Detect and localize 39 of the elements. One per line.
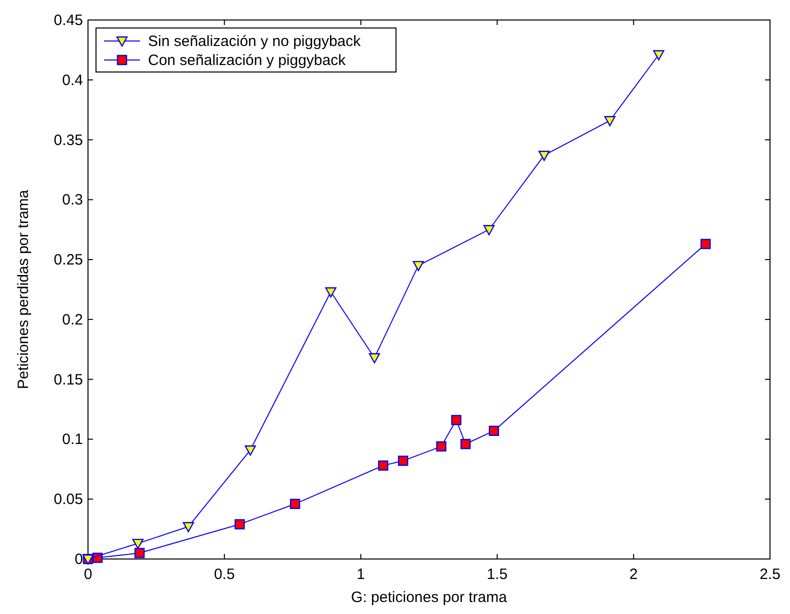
x-tick-label: 0.5 xyxy=(214,566,235,583)
point xyxy=(488,426,500,436)
point xyxy=(700,238,711,250)
point xyxy=(290,498,300,509)
point xyxy=(378,460,388,471)
x-tick-label: 2 xyxy=(629,566,638,583)
point xyxy=(604,116,616,126)
legend-label: Con señalización y piggyback xyxy=(148,52,346,69)
y-tick-label: 0.35 xyxy=(54,132,83,149)
point xyxy=(134,548,145,558)
point xyxy=(460,438,471,450)
x-axis-title: G: peticiones por trama xyxy=(351,589,508,606)
y-tick-label: 0 xyxy=(74,551,83,568)
y-tick-label: 0.2 xyxy=(62,311,83,328)
point xyxy=(398,456,408,466)
point xyxy=(234,519,245,530)
point xyxy=(436,441,446,452)
y-tick-label: 0.05 xyxy=(54,491,83,508)
y-tick-label: 0.4 xyxy=(62,72,83,89)
point xyxy=(653,50,664,60)
point xyxy=(538,150,550,161)
y-tick-label: 0.15 xyxy=(54,371,83,388)
point xyxy=(325,287,336,298)
x-tick-label: 1.5 xyxy=(486,566,508,583)
point xyxy=(412,260,424,272)
point xyxy=(451,414,462,426)
y-axis-title: Peticiones perdidas por trama xyxy=(15,189,32,390)
point xyxy=(182,522,194,532)
x-tick-label: 1 xyxy=(356,566,365,583)
y-tick-label: 0.3 xyxy=(62,192,83,209)
y-tick-label: 0.25 xyxy=(54,252,83,269)
legend-label: Sin señalización y no piggyback xyxy=(148,33,362,50)
point xyxy=(483,225,495,236)
point xyxy=(244,445,256,456)
x-tick-label: 2.5 xyxy=(760,566,780,583)
point xyxy=(368,353,380,364)
y-tick-label: 0.1 xyxy=(62,431,83,448)
point xyxy=(132,538,144,550)
y-tick-label: 0.45 xyxy=(54,12,83,29)
